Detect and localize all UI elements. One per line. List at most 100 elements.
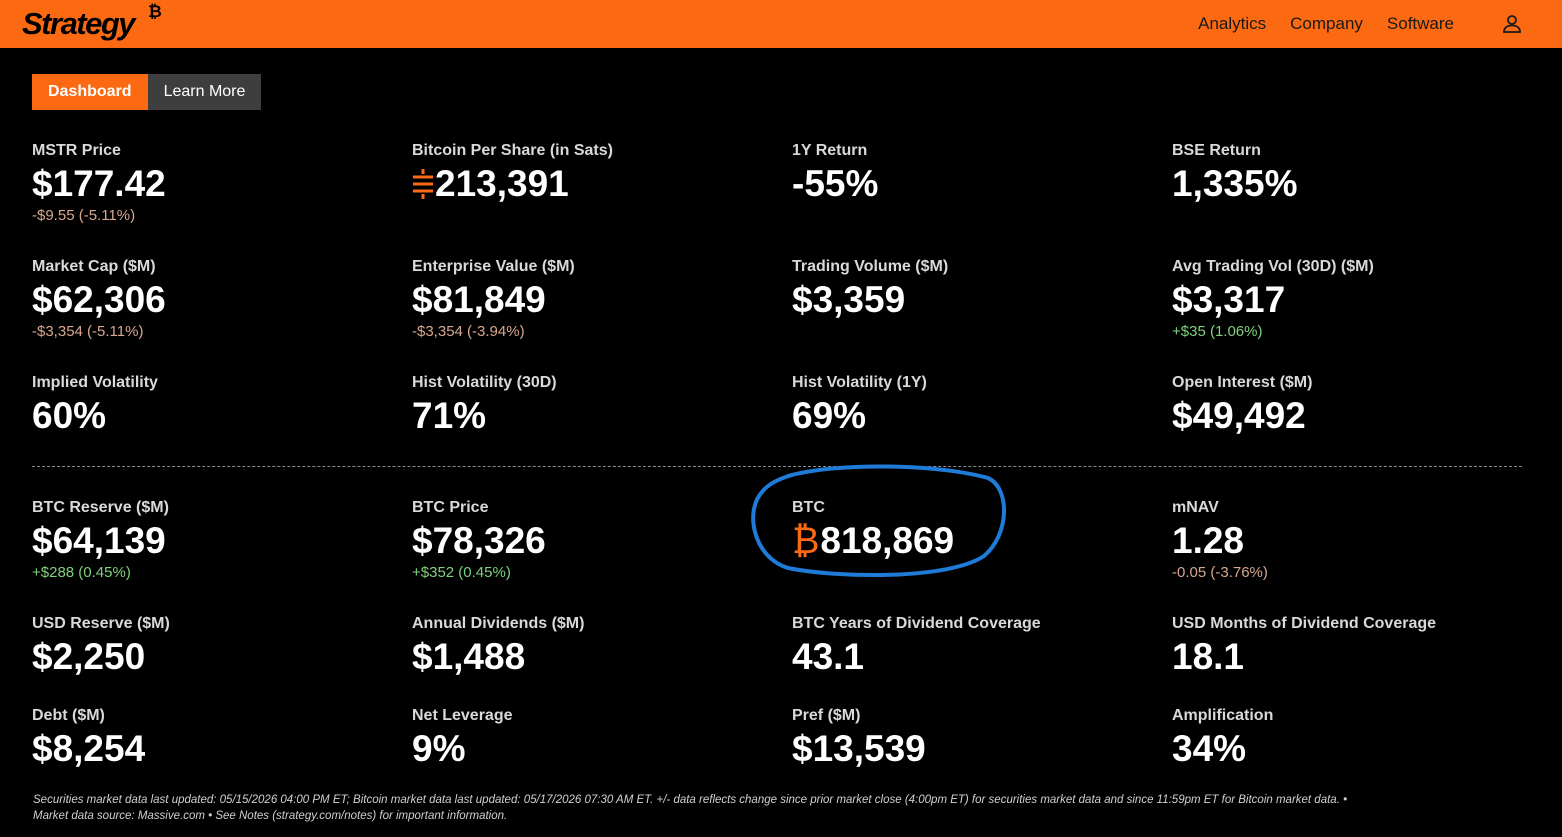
metric-label: BTC Reserve ($M)	[32, 499, 169, 516]
section-divider	[32, 466, 1522, 467]
metric-value-text: $49,492	[1172, 395, 1306, 436]
metric-trading-volume-m: Trading Volume ($M) $3,359	[792, 258, 1162, 322]
metric-pref-m: Pref ($M) $13,539	[792, 707, 1162, 771]
metric-value: $3,359	[792, 278, 1162, 322]
metric-avg-trading-vol-30d-m: Avg Trading Vol (30D) ($M) $3,317 +$35 (1.…	[1172, 258, 1542, 341]
metric-label: Market Cap ($M)	[32, 258, 156, 275]
metric-value-text: $13,539	[792, 728, 926, 769]
metric-value-text: 71%	[412, 395, 487, 436]
metric-value-text: $3,359	[792, 279, 906, 320]
top-navbar: Strategy ₿ Analytics Company Software	[0, 0, 1562, 48]
metric-value-text: 213,391	[435, 163, 569, 204]
metric-change: +$352 (0.45%)	[412, 564, 511, 581]
metric-value-text: 1,335%	[1172, 163, 1298, 204]
metric-value: $62,306	[32, 278, 402, 322]
metric-value: 213,391	[412, 162, 782, 206]
metric-value-text: $78,326	[412, 520, 546, 561]
metric-label: Bitcoin Per Share (in Sats)	[412, 142, 613, 159]
metric-label: BTC Years of Dividend Coverage	[792, 615, 1041, 632]
metric-value: 18.1	[1172, 635, 1542, 679]
metric-value: $8,254	[32, 727, 402, 771]
tab-dashboard[interactable]: Dashboard	[32, 74, 148, 110]
metric-value-text: -55%	[792, 163, 879, 204]
metric-value-text: $64,139	[32, 520, 166, 561]
metric-label: Trading Volume ($M)	[792, 258, 949, 275]
metric-change: +$35 (1.06%)	[1172, 323, 1263, 340]
metric-value: 60%	[32, 394, 402, 438]
metric-value: 1,335%	[1172, 162, 1542, 206]
metric-hist-volatility-1y: Hist Volatility (1Y) 69%	[792, 374, 1162, 438]
user-icon[interactable]	[1502, 14, 1522, 34]
metric-value-text: 818,869	[820, 520, 955, 561]
nav-analytics[interactable]: Analytics	[1198, 14, 1267, 33]
metric-value-text: 34%	[1172, 728, 1247, 769]
metric-label: 1Y Return	[792, 142, 868, 159]
metric-value: ₿818,869	[792, 519, 1162, 563]
metric-value: 71%	[412, 394, 782, 438]
metric-value-text: 60%	[32, 395, 107, 436]
metric-market-cap-m: Market Cap ($M) $62,306 -$3,354 (-5.11%)	[32, 258, 402, 341]
metric-value-text: $1,488	[412, 636, 526, 677]
metric-value-text: 9%	[412, 728, 466, 769]
metric-label: Debt ($M)	[32, 707, 105, 724]
metric-label: USD Reserve ($M)	[32, 615, 170, 632]
metric-value: $49,492	[1172, 394, 1542, 438]
metric-net-leverage: Net Leverage 9%	[412, 707, 782, 771]
tab-bar: Dashboard Learn More	[32, 74, 262, 110]
metric-usd-months-of-dividend-coverage: USD Months of Dividend Coverage 18.1	[1172, 615, 1542, 679]
metric-usd-reserve-m: USD Reserve ($M) $2,250	[32, 615, 402, 679]
metric-label: Hist Volatility (30D)	[412, 374, 557, 391]
metric-debt-m: Debt ($M) $8,254	[32, 707, 402, 771]
sats-icon	[412, 163, 434, 204]
strategy-logo[interactable]: Strategy	[22, 6, 136, 41]
main-nav: Analytics Company Software	[1198, 14, 1454, 34]
metric-hist-volatility-30d: Hist Volatility (30D) 71%	[412, 374, 782, 438]
metric-label: Enterprise Value ($M)	[412, 258, 575, 275]
metric-change: -0.05 (-3.76%)	[1172, 564, 1268, 581]
metric-value-text: $2,250	[32, 636, 146, 677]
metric-label: Implied Volatility	[32, 374, 158, 391]
metric-label: BSE Return	[1172, 142, 1261, 159]
metric-value: $1,488	[412, 635, 782, 679]
metric-change: -$9.55 (-5.11%)	[32, 207, 136, 224]
metric-value-text: 18.1	[1172, 636, 1245, 677]
metric-btc-years-of-dividend-coverage: BTC Years of Dividend Coverage 43.1	[792, 615, 1162, 679]
metric-label: Net Leverage	[412, 707, 513, 724]
metric-annual-dividends-m: Annual Dividends ($M) $1,488	[412, 615, 782, 679]
metric-label: MSTR Price	[32, 142, 121, 159]
tab-learn-more[interactable]: Learn More	[147, 74, 262, 110]
metric-label: mNAV	[1172, 499, 1219, 516]
metric-value: -55%	[792, 162, 1162, 206]
metric-label: Avg Trading Vol (30D) ($M)	[1172, 258, 1374, 275]
footnote-line-1: Securities market data last updated: 05/…	[33, 794, 1348, 806]
metric-label: Pref ($M)	[792, 707, 861, 724]
nav-software[interactable]: Software	[1386, 14, 1454, 33]
metric-btc: BTC ₿818,869	[792, 499, 1162, 563]
metric-value: $13,539	[792, 727, 1162, 771]
metric-open-interest-m: Open Interest ($M) $49,492	[1172, 374, 1542, 438]
nav-company[interactable]: Company	[1290, 14, 1363, 33]
metric-value-text: 69%	[792, 395, 867, 436]
metric-mstr-price: MSTR Price $177.42 -$9.55 (-5.11%)	[32, 142, 402, 225]
metric-value: 9%	[412, 727, 782, 771]
metric-btc-reserve-m: BTC Reserve ($M) $64,139 +$288 (0.45%)	[32, 499, 402, 582]
metric-btc-price: BTC Price $78,326 +$352 (0.45%)	[412, 499, 782, 582]
metric-value-text: $8,254	[32, 728, 146, 769]
metric-value-text: 1.28	[1172, 520, 1245, 561]
metric-value-text: $3,317	[1172, 279, 1286, 320]
metric-value: $81,849	[412, 278, 782, 322]
metric-value: 1.28	[1172, 519, 1542, 563]
metric-value: $78,326	[412, 519, 782, 563]
bitcoin-logo-icon: ₿	[148, 2, 162, 21]
metric-label: Hist Volatility (1Y)	[792, 374, 927, 391]
metric-value: $3,317	[1172, 278, 1542, 322]
metric-value-text: 43.1	[792, 636, 865, 677]
metric-label: Open Interest ($M)	[1172, 374, 1313, 391]
metric-bse-return: BSE Return 1,335%	[1172, 142, 1542, 206]
metric-implied-volatility: Implied Volatility 60%	[32, 374, 402, 438]
metric-value: $64,139	[32, 519, 402, 563]
metric-change: +$288 (0.45%)	[32, 564, 131, 581]
metric-value-text: $177.42	[32, 163, 166, 204]
metric-value-text: $81,849	[412, 279, 546, 320]
metric-label: Amplification	[1172, 707, 1274, 724]
